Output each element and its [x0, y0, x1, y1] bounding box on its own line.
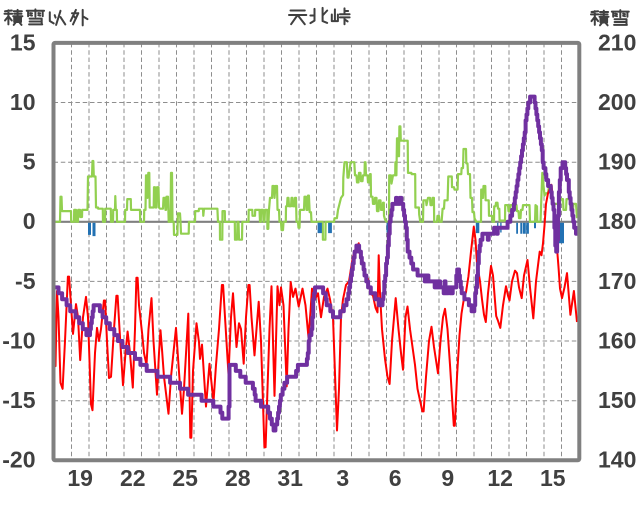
svg-text:15: 15	[540, 465, 566, 491]
svg-text:5: 5	[23, 149, 36, 175]
svg-text:10: 10	[10, 89, 36, 115]
svg-text:28: 28	[225, 465, 251, 491]
svg-text:22: 22	[120, 465, 146, 491]
svg-text:-20: -20	[2, 447, 35, 473]
svg-text:31: 31	[277, 465, 303, 491]
svg-text:190: 190	[598, 149, 636, 175]
svg-text:19: 19	[67, 465, 93, 491]
svg-text:180: 180	[598, 208, 636, 234]
svg-text:160: 160	[598, 327, 636, 353]
svg-text:15: 15	[10, 29, 36, 55]
svg-text:150: 150	[598, 387, 636, 413]
svg-text:200: 200	[598, 89, 636, 115]
svg-text:210: 210	[598, 29, 636, 55]
svg-text:12: 12	[487, 465, 513, 491]
svg-text:-5: -5	[15, 268, 36, 294]
svg-text:-15: -15	[2, 387, 35, 413]
svg-text:9: 9	[441, 465, 454, 491]
svg-text:25: 25	[172, 465, 198, 491]
svg-text:170: 170	[598, 268, 636, 294]
svg-text:0: 0	[23, 208, 36, 234]
svg-text:3: 3	[336, 465, 349, 491]
svg-text:140: 140	[598, 447, 636, 473]
svg-text:6: 6	[389, 465, 402, 491]
svg-text:-10: -10	[2, 327, 35, 353]
